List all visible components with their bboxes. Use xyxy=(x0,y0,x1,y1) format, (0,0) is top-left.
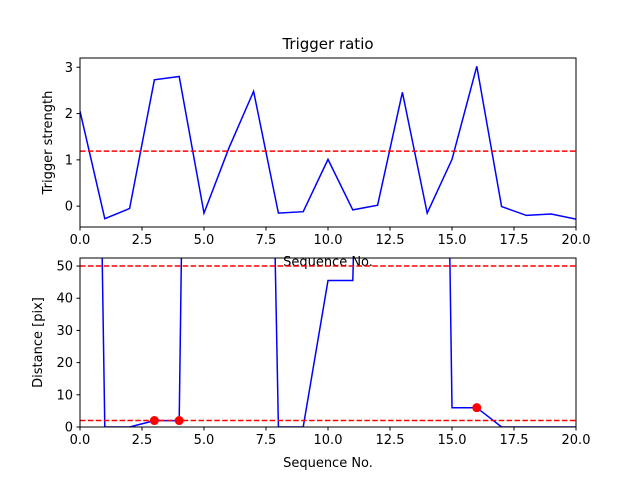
x-tick-label: 17.5 xyxy=(500,233,529,248)
x-tick-label: 20.0 xyxy=(562,433,591,448)
x-tick-label: 20.0 xyxy=(562,233,591,248)
y-tick-label: 30 xyxy=(56,324,73,339)
x-tick-label: 10.0 xyxy=(314,233,343,248)
x-tick-label: 0.0 xyxy=(70,233,91,248)
y-tick-label: 0 xyxy=(65,421,73,436)
y-axis-label: Distance [pix] xyxy=(31,297,46,388)
chart-title: Trigger ratio xyxy=(281,35,373,53)
x-tick-label: 2.5 xyxy=(132,433,153,448)
distance-plot: 0.0 2.5 5.0 7.5 10.0 12.5 15.0 17.5 20.0 0 10 20 30 4… xyxy=(31,257,591,471)
y-axis-label: Trigger strength xyxy=(41,91,56,196)
y-tick-label: 10 xyxy=(56,388,73,403)
y-tick-label: 3 xyxy=(65,61,73,76)
x-tick-label: 0.0 xyxy=(70,433,91,448)
series-line xyxy=(80,66,576,220)
x-tick-label: 7.5 xyxy=(256,433,277,448)
y-tick-label: 0 xyxy=(65,200,73,215)
data-point-marker xyxy=(149,416,159,426)
y-tick-label: 2 xyxy=(65,107,73,122)
y-tick-label: 40 xyxy=(56,292,73,307)
x-axis-label: Sequence No. xyxy=(283,255,373,270)
x-axis-label: Sequence No. xyxy=(283,456,373,471)
data-point-marker xyxy=(472,403,482,413)
x-tick-label: 5.0 xyxy=(194,433,215,448)
x-tick-label: 12.5 xyxy=(376,233,405,248)
x-tick-label: 5.0 xyxy=(194,233,215,248)
y-tick-label: 1 xyxy=(65,153,73,168)
x-tick-label: 15.0 xyxy=(438,433,467,448)
x-tick-label: 15.0 xyxy=(438,233,467,248)
x-tick-label: 17.5 xyxy=(500,433,529,448)
y-tick-label: 20 xyxy=(56,356,73,371)
x-tick-label: 12.5 xyxy=(376,433,405,448)
data-point-marker xyxy=(174,416,184,426)
x-tick-label: 7.5 xyxy=(256,233,277,248)
x-tick-label: 10.0 xyxy=(314,433,343,448)
x-tick-label: 2.5 xyxy=(132,233,153,248)
y-tick-label: 50 xyxy=(56,260,73,275)
